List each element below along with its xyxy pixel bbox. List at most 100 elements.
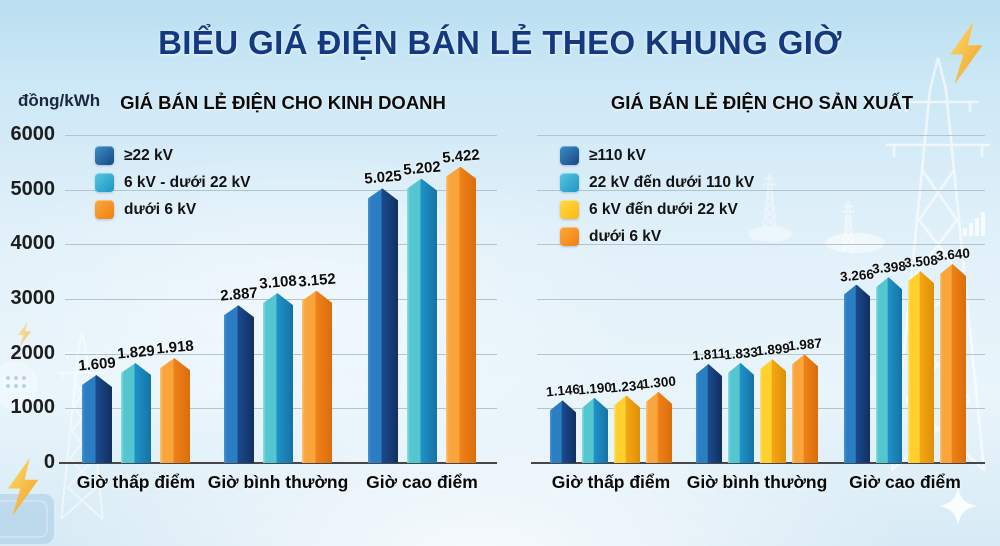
- bar-value-label: 1.234: [609, 377, 645, 395]
- bar-group: 1.609 1.829 1.918: [78, 338, 194, 463]
- legend-item: ≥110 kV: [560, 146, 754, 165]
- bar-face: [224, 305, 254, 463]
- bar: 3.398: [872, 259, 906, 463]
- bar-value-label: 1.146: [545, 381, 581, 400]
- bar-value-label: 5.422: [441, 146, 481, 167]
- bar: 3.108: [259, 273, 297, 463]
- bar: 1.234: [610, 377, 644, 463]
- bar: 1.899: [756, 341, 790, 463]
- legend-label: ≥22 kV: [124, 146, 174, 164]
- gridline-6000: [537, 135, 985, 136]
- y-tick-label: 6000: [10, 123, 56, 146]
- bar-face: [646, 391, 672, 463]
- bar-face: [940, 264, 966, 463]
- bar-face: [446, 166, 476, 463]
- gridline-6000: [65, 135, 497, 136]
- bar: 3.266: [840, 266, 874, 463]
- bar-face: [302, 290, 332, 463]
- y-axis-unit-label: đồng/kWh: [18, 91, 101, 110]
- bar: 1.300: [642, 373, 676, 463]
- y-tick-label: 3000: [10, 287, 56, 310]
- legend-label: dưới 6 kV: [589, 227, 662, 245]
- y-tick-label: 4000: [10, 232, 56, 255]
- gridline-4000: [65, 244, 497, 246]
- bar-group: 2.887 3.108 3.152: [220, 270, 336, 463]
- bar-value-label: 3.152: [297, 270, 337, 291]
- chart-plot-1: 0 1000 2000 3000 4000 5000 6000 1.609 1.829 1.918…: [11, 123, 497, 492]
- bar-face: [876, 277, 902, 463]
- gridline-2000: [537, 353, 985, 355]
- bar-value-label: 1.833: [723, 344, 759, 363]
- bar-face: [728, 362, 754, 463]
- bar-face: [550, 400, 576, 463]
- device-shape: [0, 494, 54, 544]
- bar: 1.609: [78, 354, 116, 463]
- bar-face: [908, 271, 934, 463]
- legend: ≥110 kV 22 kV đến dưới 110 kV 6 kV đến dướ…: [560, 146, 754, 246]
- bar-group: 1.811 1.833 1.899 1.987: [692, 336, 822, 463]
- bar-value-label: 3.640: [935, 245, 971, 264]
- category-label: Giờ thấp điểm: [551, 472, 671, 492]
- chart-title: GIÁ BÁN LẺ ĐIỆN CHO SẢN XUẤT: [610, 92, 914, 113]
- bar-value-label: 3.266: [839, 266, 875, 284]
- bar: 3.508: [904, 253, 938, 463]
- bar: 5.025: [364, 168, 402, 463]
- bar: 1.190: [578, 379, 612, 463]
- category-label: Giờ bình thường: [686, 472, 828, 492]
- bar-value-label: 1.987: [787, 335, 823, 354]
- bar: 3.152: [298, 270, 336, 463]
- bar: 5.202: [403, 158, 441, 463]
- gridline-3000: [537, 299, 985, 300]
- bar-value-label: 3.508: [903, 252, 939, 271]
- gridline-5000: [537, 189, 985, 191]
- bar-value-label: 1.609: [77, 354, 117, 375]
- bar: 1.833: [724, 344, 758, 463]
- bar-value-label: 1.811: [691, 345, 727, 364]
- y-tick-label: 5000: [10, 177, 56, 200]
- bar: 1.146: [546, 382, 580, 463]
- y-tick-label: 2000: [10, 341, 56, 364]
- category-label: Giờ thấp điểm: [76, 472, 196, 492]
- bar: 5.422: [442, 146, 480, 463]
- x-axis-line: [531, 462, 985, 464]
- bar-face: [82, 375, 112, 463]
- category-label: Giờ cao điểm: [849, 472, 961, 492]
- bar: 1.987: [788, 336, 822, 463]
- x-axis-line: [59, 462, 497, 464]
- legend-item: 6 kV đến dưới 22 kV: [560, 200, 754, 219]
- y-tick-label: 0: [43, 451, 55, 474]
- bar-value-label: 1.300: [641, 373, 677, 392]
- bar-value-label: 3.108: [258, 272, 298, 293]
- bar-value-label: 1.190: [577, 379, 613, 398]
- legend-item: ≥22 kV: [95, 146, 251, 165]
- bar: 2.887: [220, 285, 258, 463]
- legend-label: dưới 6 kV: [124, 200, 197, 218]
- bar-value-label: 1.829: [116, 342, 156, 363]
- legend-swatch-icon: [560, 227, 579, 246]
- bar-value-label: 1.899: [755, 340, 791, 359]
- legend-label: 6 kV đến dưới 22 kV: [589, 200, 738, 218]
- bar-face: [368, 188, 398, 463]
- legend-swatch-icon: [560, 146, 579, 165]
- page-title: BIỂU GIÁ ĐIỆN BÁN LẺ THEO KHUNG GIỜ: [158, 24, 842, 61]
- legend-item: dưới 6 kV: [95, 200, 251, 219]
- gridline-4000: [537, 244, 985, 246]
- legend-label: 6 kV - dưới 22 kV: [124, 173, 251, 191]
- dots-pattern: [6, 376, 26, 388]
- legend-item: dưới 6 kV: [560, 227, 754, 246]
- legend-swatch-icon: [560, 173, 579, 192]
- bar: 1.811: [692, 346, 726, 463]
- bar-value-label: 5.025: [363, 167, 403, 188]
- legend-swatch-icon: [560, 200, 579, 219]
- gridline-5000: [65, 189, 497, 191]
- category-label: Giờ bình thường: [207, 472, 349, 492]
- legend-swatch-icon: [95, 200, 114, 219]
- legend-swatch-icon: [95, 146, 114, 165]
- bar-group: 5.025 5.202 5.422: [364, 146, 480, 463]
- bar-value-label: 5.202: [402, 158, 442, 179]
- bar-face: [407, 178, 437, 463]
- bar: 3.640: [936, 246, 970, 463]
- bar-face: [760, 359, 786, 463]
- bar-face: [792, 354, 818, 463]
